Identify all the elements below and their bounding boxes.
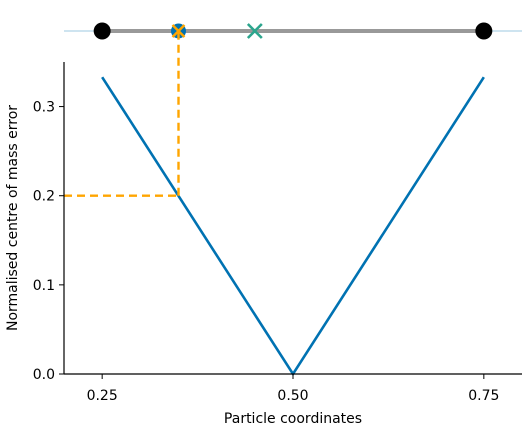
y-tick-label: 0.0 bbox=[33, 367, 55, 383]
y-tick-label: 0.2 bbox=[33, 189, 55, 205]
y-tick-label: 0.1 bbox=[33, 278, 55, 294]
x-tick-label: 0.50 bbox=[277, 388, 308, 404]
x-tick-label: 0.75 bbox=[468, 388, 499, 404]
y-tick-label: 0.3 bbox=[33, 100, 55, 116]
y-axis-label: Normalised centre of mass error bbox=[5, 105, 21, 331]
plot-area bbox=[64, 31, 485, 377]
ticks: 0.25 0.50 0.75 0.0 0.1 0.2 0.3 bbox=[33, 100, 500, 404]
particle-strip bbox=[64, 22, 522, 40]
x-axis-label: Particle coordinates bbox=[224, 411, 362, 427]
centre-of-mass-marker bbox=[246, 23, 263, 39]
particle-cross-marker bbox=[171, 24, 186, 38]
axes bbox=[63, 62, 522, 375]
endpoint-marker bbox=[475, 22, 493, 40]
error-curve-line bbox=[101, 76, 485, 377]
x-tick-label: 0.25 bbox=[87, 388, 118, 404]
endpoint-marker bbox=[93, 22, 111, 40]
